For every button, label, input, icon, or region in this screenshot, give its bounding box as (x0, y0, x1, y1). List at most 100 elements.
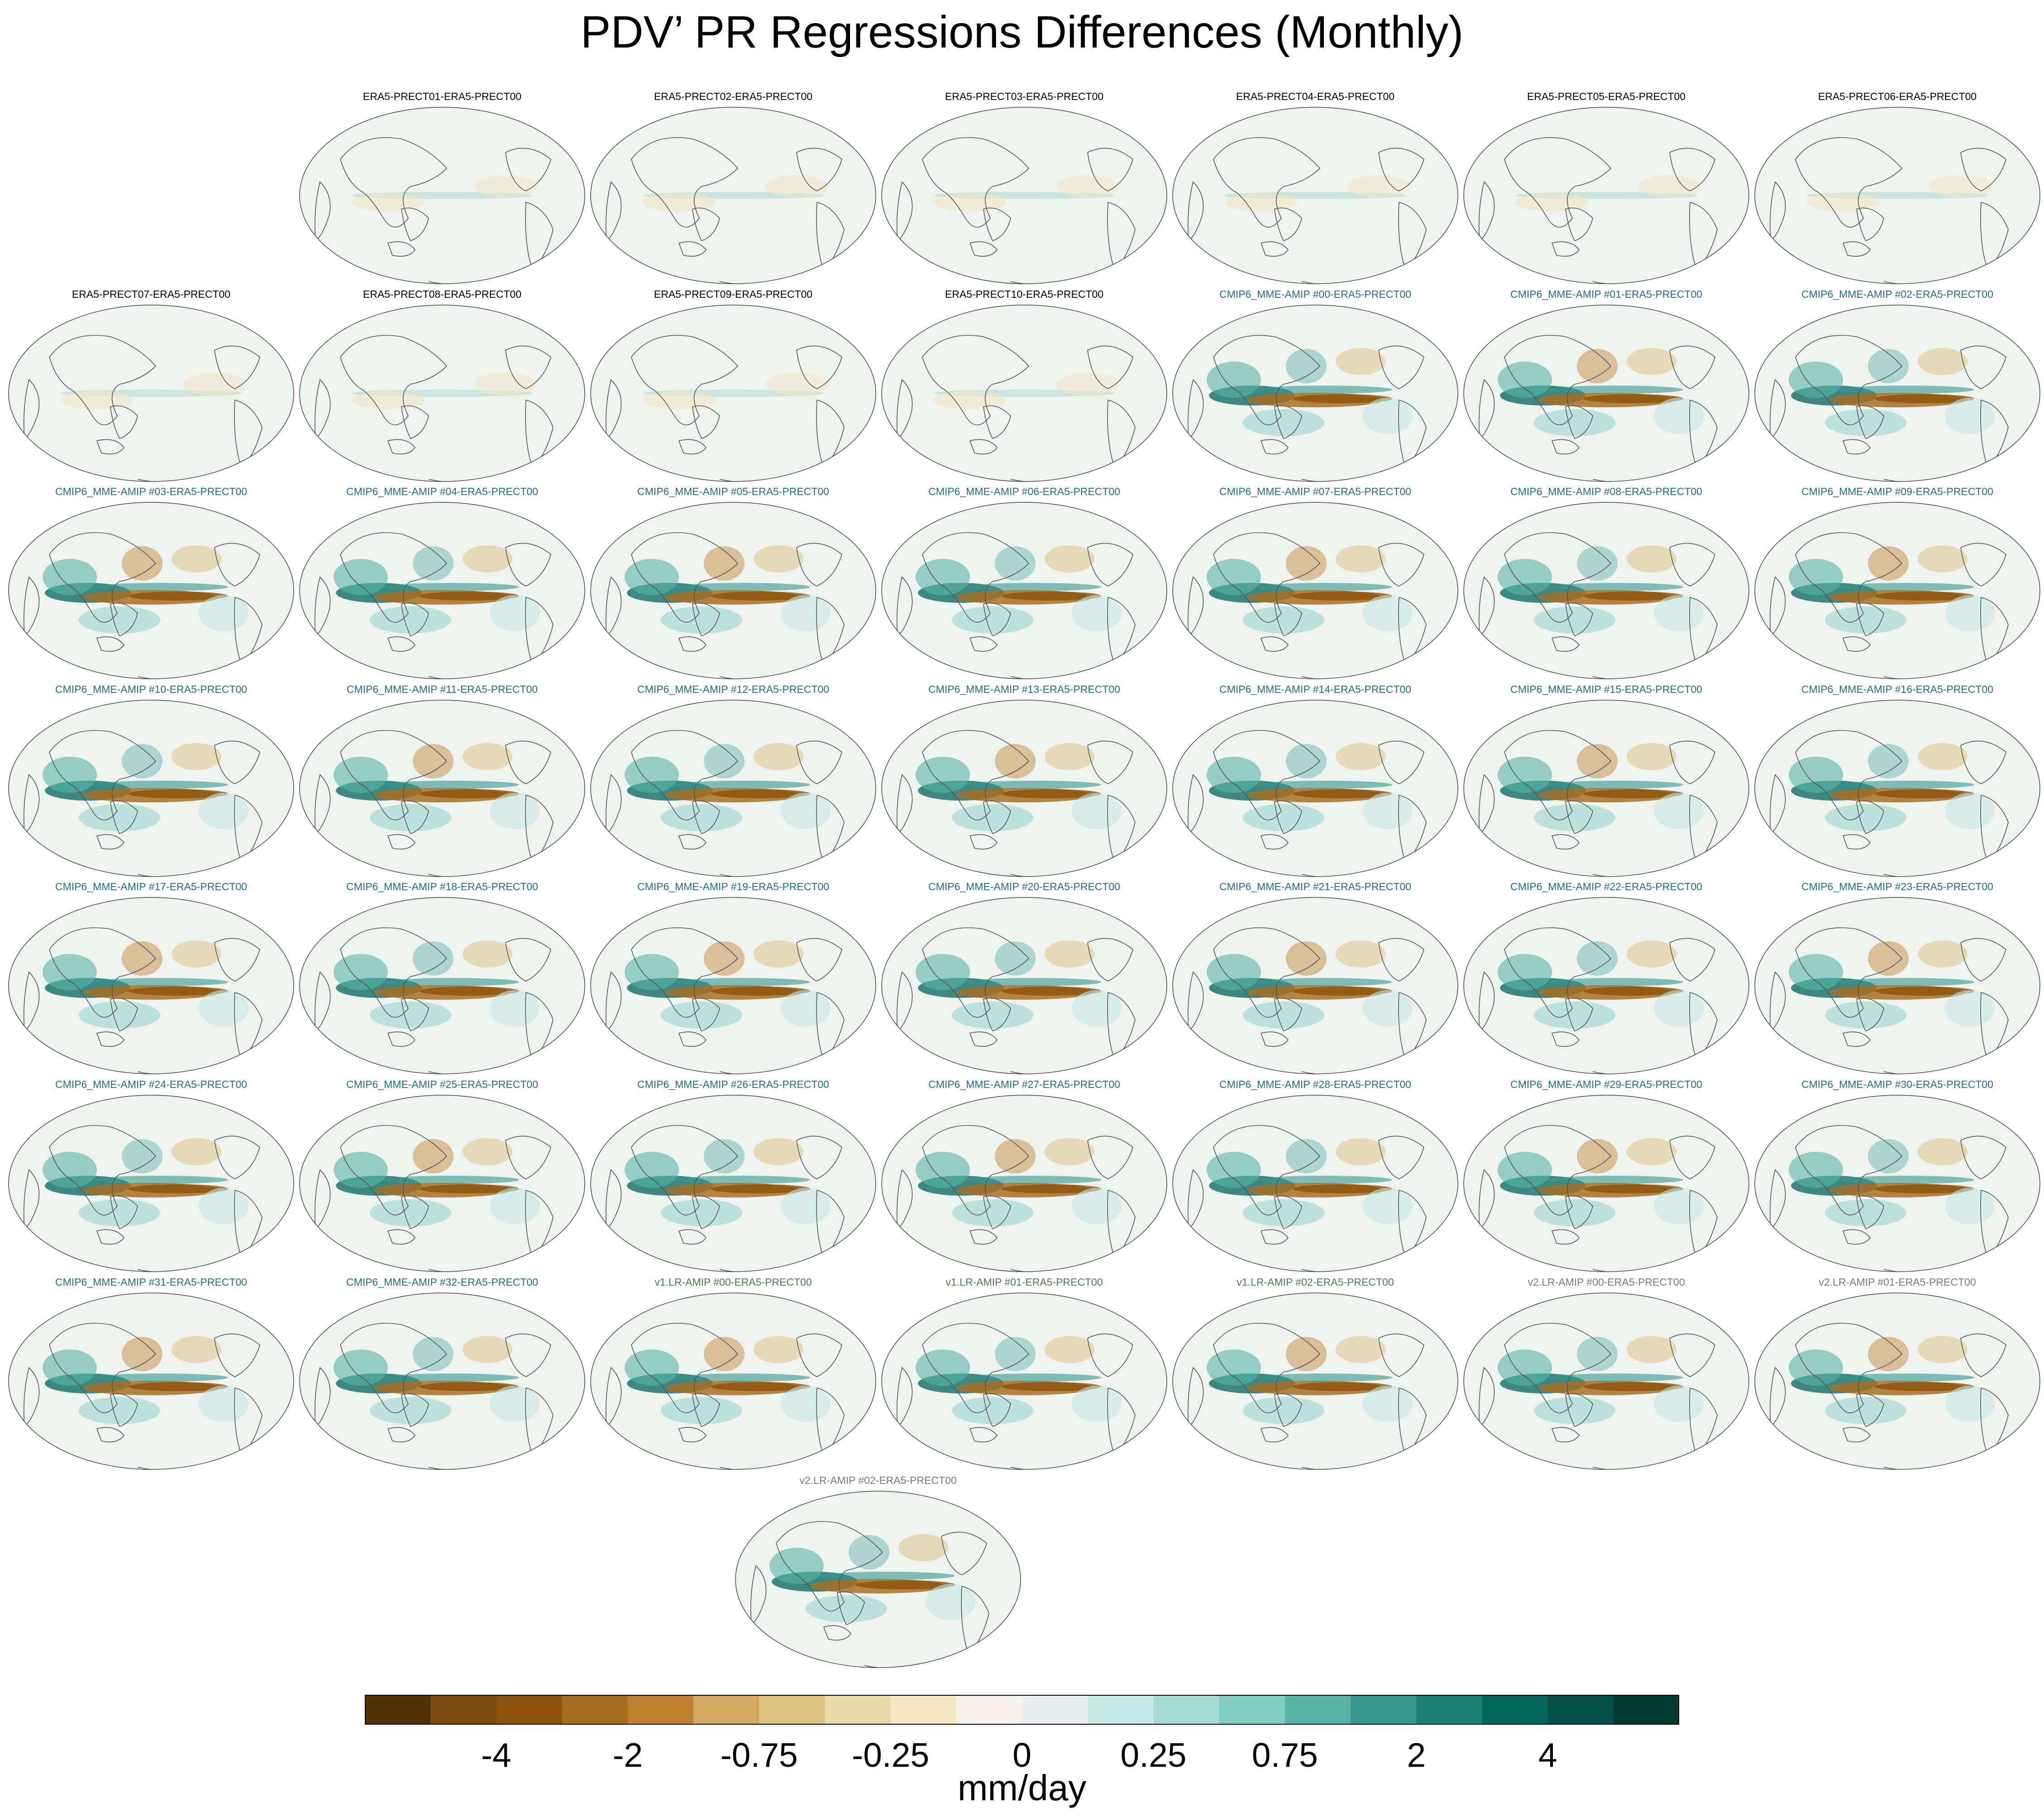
coastline (1378, 1135, 1424, 1179)
anomaly-region (965, 978, 1101, 986)
anomaly-region (129, 1184, 228, 1193)
panel-title: CMIP6_MME-AMIP #03-ERA5-PRECT00 (55, 486, 247, 497)
anomaly-region (965, 781, 1101, 789)
coastline (1213, 532, 1321, 623)
anomaly-region (1627, 940, 1676, 968)
anomaly-region (1207, 757, 1261, 793)
globe-outline (1172, 107, 1458, 284)
coastline (922, 927, 1030, 1018)
anomaly-region (661, 804, 742, 831)
map-globe (299, 897, 585, 1074)
globe-outline (1172, 897, 1458, 1074)
anomaly-region (806, 1595, 887, 1622)
coastline (605, 971, 622, 1032)
map-globe (1754, 107, 2040, 284)
anomaly-region (1336, 940, 1385, 968)
anomaly-region (79, 804, 160, 831)
anomaly-region (413, 546, 454, 581)
map-globe (1172, 897, 1458, 1074)
anomaly-region (413, 941, 454, 976)
coastline (896, 774, 913, 835)
globe-outline (1754, 1292, 2040, 1470)
anomaly-region (661, 1199, 742, 1226)
anomaly-region (1243, 1001, 1324, 1029)
globe-outline (881, 1095, 1167, 1272)
anomaly-region (926, 1584, 975, 1620)
coastline (1856, 800, 1884, 834)
map-globe (590, 1095, 876, 1272)
anomaly-region (916, 1152, 970, 1188)
coastline (1087, 543, 1133, 587)
anomaly-region (413, 1337, 454, 1371)
coastline (605, 774, 622, 835)
coastline (896, 1169, 913, 1230)
coastline (1087, 148, 1133, 191)
anomaly-region (934, 193, 1006, 211)
panel-title: CMIP6_MME-AMIP #14-ERA5-PRECT00 (1219, 683, 1411, 695)
coastline (1669, 938, 1715, 982)
anomaly-region (334, 757, 388, 793)
anomaly-region (661, 606, 742, 634)
anomaly-region (1256, 781, 1392, 789)
anomaly-region (1056, 175, 1119, 198)
coastline (49, 730, 157, 820)
globe-outline (1754, 700, 2040, 877)
coastline (1842, 834, 1871, 850)
coastline (1795, 927, 1903, 1018)
coastline (969, 1427, 998, 1443)
globe-outline (735, 1491, 1021, 1668)
coastline (214, 543, 260, 587)
coastline (692, 207, 720, 241)
coastline (1087, 740, 1133, 784)
map-panel: ERA5-PRECT03-ERA5-PRECT00 (879, 91, 1169, 285)
anomaly-region (965, 583, 1101, 591)
colorbar-tick-label: -4 (481, 1736, 511, 1774)
coastline (1669, 345, 1715, 389)
globe-outline (590, 502, 876, 679)
anomaly-region (1072, 1188, 1122, 1224)
globe-outline (1463, 897, 1749, 1074)
coastline (1769, 774, 1786, 835)
map-globe (8, 897, 294, 1074)
globe-outline (881, 897, 1167, 1074)
anomaly-region (674, 1373, 810, 1382)
anomaly-region (952, 804, 1033, 831)
anomaly-region (370, 804, 451, 831)
anomaly-region (122, 744, 162, 778)
anomaly-region (383, 1176, 519, 1184)
anomaly-region (1045, 743, 1094, 770)
colorbar-tick-label: 0 (1012, 1736, 1032, 1774)
coastline (1187, 774, 1204, 835)
globe-outline (1754, 897, 2040, 1074)
panel-title: CMIP6_MME-AMIP #16-ERA5-PRECT00 (1801, 683, 1993, 695)
coastline (1274, 1195, 1302, 1229)
anomaly-region (625, 1152, 679, 1188)
coastline (1213, 730, 1321, 820)
coastline (401, 602, 429, 636)
anomaly-region (1243, 409, 1324, 436)
anomaly-region (199, 990, 248, 1026)
colorbar-swatch (1219, 1695, 1285, 1725)
coastline (1478, 774, 1495, 835)
globe-outline (299, 897, 585, 1074)
coastline (631, 730, 739, 820)
panel-title: CMIP6_MME-AMIP #12-ERA5-PRECT00 (637, 683, 829, 695)
anomaly-region (1336, 545, 1385, 572)
anomaly-region (420, 591, 519, 601)
panel-title: v1.LR-AMIP #02-ERA5-PRECT00 (1237, 1276, 1394, 1288)
map-globe (590, 897, 876, 1074)
colorbar-swatch (693, 1695, 759, 1725)
anomaly-region (172, 940, 221, 968)
coastline (387, 834, 416, 850)
coastline (969, 636, 998, 652)
anomaly-region (1875, 987, 1974, 996)
coastline (96, 834, 125, 850)
coastline (1478, 181, 1495, 242)
map-panel: ERA5-PRECT04-ERA5-PRECT00 (1170, 91, 1460, 285)
coastline (1260, 241, 1289, 257)
anomaly-region (711, 1184, 810, 1193)
panel-title: CMIP6_MME-AMIP #27-ERA5-PRECT00 (928, 1078, 1120, 1090)
coastline (1213, 1125, 1321, 1216)
coastline (750, 1565, 767, 1626)
anomaly-region (413, 1139, 454, 1173)
